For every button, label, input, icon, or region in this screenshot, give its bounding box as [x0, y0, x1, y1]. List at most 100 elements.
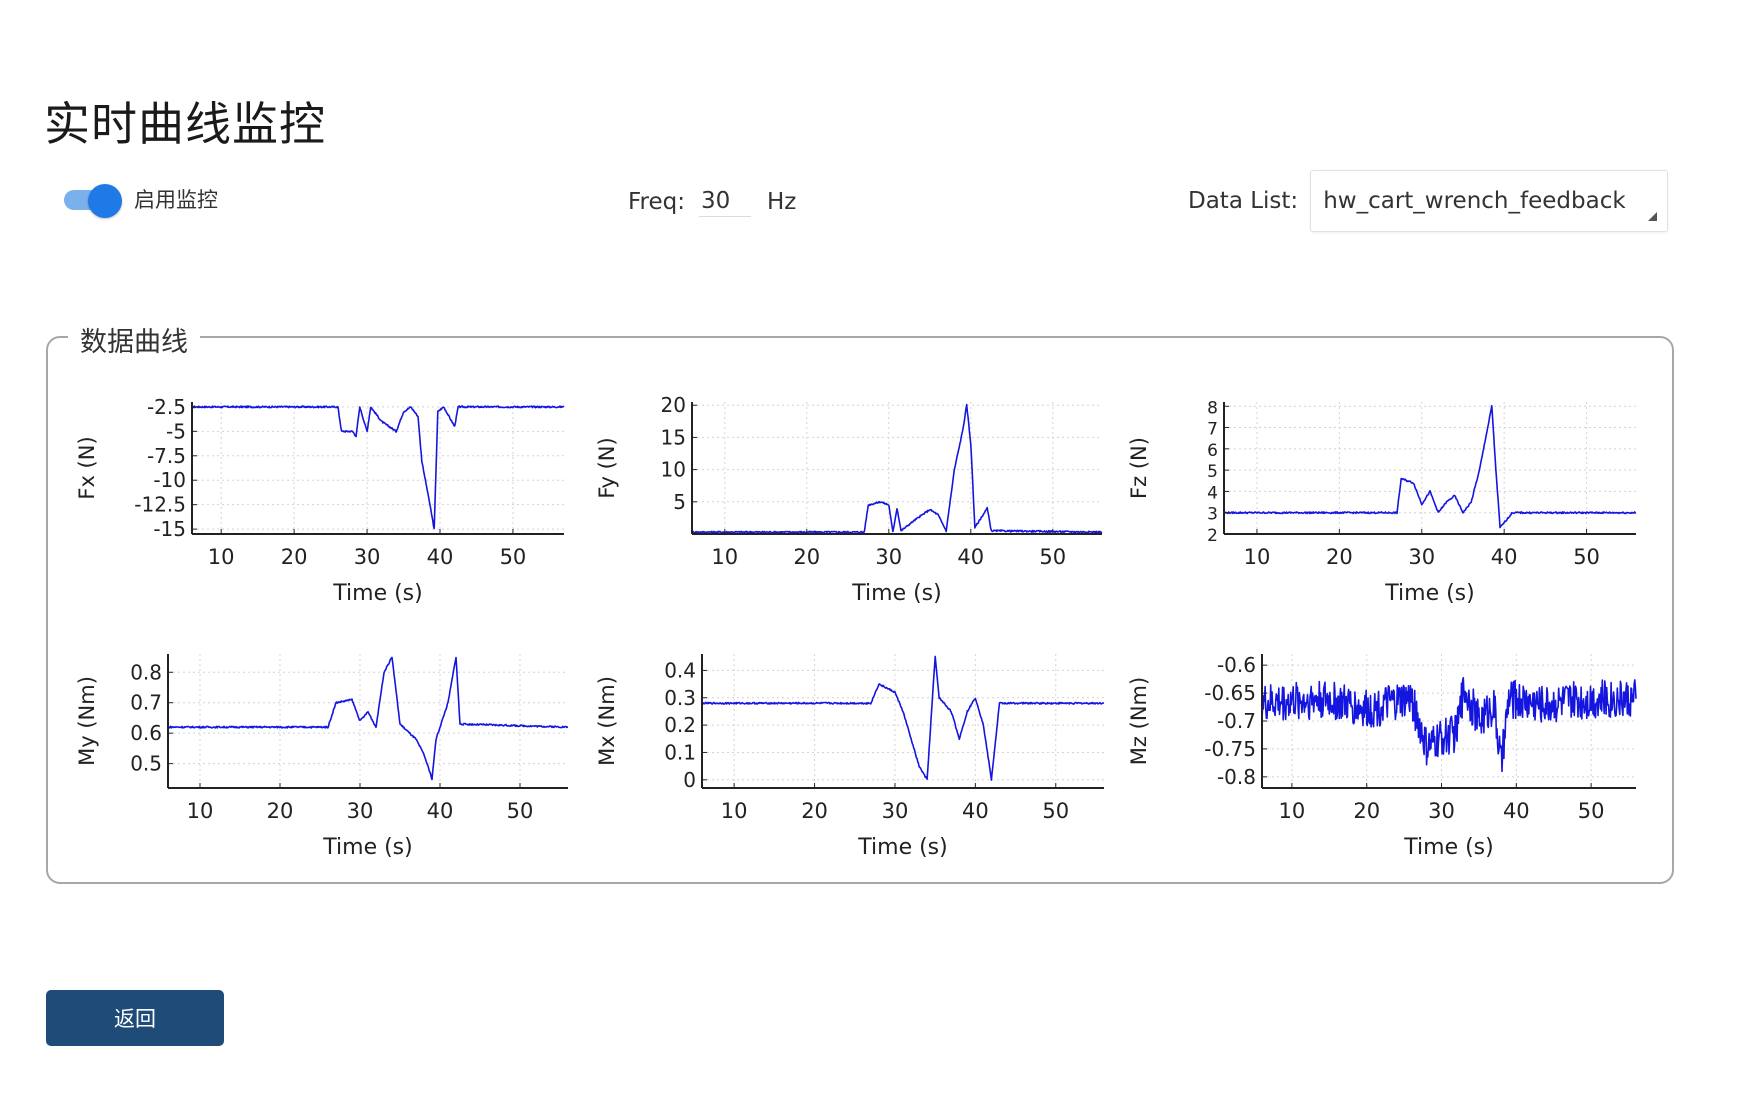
- x-tick-label: 10: [721, 799, 748, 823]
- x-tick-label: 30: [1428, 799, 1455, 823]
- y-tick-label: 6: [1207, 441, 1218, 461]
- y-tick-label: -15: [153, 517, 186, 541]
- x-tick-label: 50: [1039, 545, 1066, 569]
- series-line: [701, 655, 1105, 781]
- x-tick-label: 10: [711, 545, 738, 569]
- chart-mz: 10 20 30 40 50 -0.6 -0.65 -0.7 -0.75 -0.8 Time (s)…: [1127, 648, 1646, 882]
- monitor-toggle-group: 启用监控: [64, 184, 218, 218]
- x-tick-label: 20: [793, 545, 820, 569]
- y-axis-label: Fz (N): [1127, 437, 1151, 499]
- y-tick-label: 0.1: [664, 740, 696, 764]
- y-tick-label: -2.5: [147, 395, 186, 419]
- series-line: [691, 403, 1103, 534]
- x-tick-label: 50: [1573, 545, 1600, 569]
- x-tick-label: 20: [267, 799, 294, 823]
- y-axis-label: My (Nm): [75, 676, 99, 766]
- x-tick-label: 50: [500, 545, 527, 569]
- x-tick-label: 10: [1279, 799, 1306, 823]
- series-line: [191, 405, 565, 530]
- data-curves-group-title: 数据曲线: [68, 320, 200, 359]
- x-tick-label: 30: [882, 799, 909, 823]
- chart-fx: 10 20 30 40 50 -2.5 -5 -7.5 -10 -12.5 -15 Time (s) F…: [75, 395, 574, 628]
- data-curves-group: [46, 336, 1674, 884]
- freq-group: Freq: Hz: [628, 186, 796, 217]
- y-tick-label: 20: [661, 393, 686, 417]
- data-list-value: hw_cart_wrench_feedback: [1323, 188, 1626, 214]
- monitor-toggle-label: 启用监控: [134, 188, 218, 212]
- x-axis-label: Time (s): [332, 581, 422, 606]
- y-tick-label: -12.5: [134, 493, 186, 517]
- toggle-knob: [88, 184, 122, 218]
- y-tick-label: -0.7: [1217, 709, 1256, 733]
- series-line: [1223, 405, 1637, 529]
- x-tick-label: 30: [347, 799, 374, 823]
- y-tick-label: -0.8: [1217, 765, 1256, 789]
- y-tick-label: 0.7: [130, 691, 162, 715]
- x-tick-label: 30: [1408, 545, 1435, 569]
- y-tick-label: 8: [1207, 398, 1218, 418]
- dropdown-arrow-icon: [1648, 212, 1658, 221]
- chart-my: 10 20 30 40 50 0.5 0.6 0.7 0.8 Time (s) My (Nm): [75, 648, 578, 882]
- x-axis-label: Time (s): [1384, 581, 1474, 606]
- freq-unit: Hz: [767, 188, 797, 215]
- y-axis-label: Mz (Nm): [1127, 677, 1151, 765]
- y-tick-label: 15: [661, 425, 686, 449]
- x-tick-label: 30: [354, 545, 381, 569]
- back-button[interactable]: 返回: [46, 990, 224, 1046]
- x-tick-label: 10: [1244, 545, 1271, 569]
- x-tick-label: 20: [281, 545, 308, 569]
- y-tick-label: 5: [1207, 462, 1218, 482]
- y-tick-label: 0.8: [130, 660, 162, 684]
- chart-svg: 10 20 30 40 50 0 0.1 0.2 0.3 0.4 Time (s) Mx (Nm): [595, 654, 1105, 860]
- x-tick-label: 40: [427, 545, 454, 569]
- y-tick-label: 5: [673, 490, 686, 514]
- chart-mx: 10 20 30 40 50 0 0.1 0.2 0.3 0.4 Time (s) Mx (Nm): [595, 648, 1114, 882]
- y-tick-label: -7.5: [147, 444, 186, 468]
- monitor-toggle[interactable]: [64, 184, 124, 218]
- y-axis-label: Fx (N): [75, 436, 99, 499]
- y-tick-label: -5: [166, 419, 186, 443]
- x-tick-label: 20: [801, 799, 828, 823]
- y-axis-label: Fy (N): [595, 437, 619, 498]
- x-tick-label: 20: [1326, 545, 1353, 569]
- x-tick-label: 40: [1491, 545, 1518, 569]
- freq-label: Freq:: [628, 188, 686, 215]
- x-tick-label: 10: [208, 545, 235, 569]
- y-tick-label: 7: [1207, 420, 1218, 440]
- y-tick-label: -0.6: [1217, 653, 1256, 677]
- page-title: 实时曲线监控: [44, 97, 326, 151]
- y-tick-label: -0.65: [1204, 681, 1256, 705]
- y-tick-label: 10: [661, 458, 686, 482]
- y-axis-label: Mx (Nm): [595, 676, 619, 766]
- x-tick-label: 40: [427, 799, 454, 823]
- data-list-select[interactable]: hw_cart_wrench_feedback: [1310, 170, 1669, 232]
- x-axis-label: Time (s): [1403, 835, 1493, 860]
- y-tick-label: -0.75: [1204, 737, 1256, 761]
- chart-svg: 10 20 30 40 50 -0.6 -0.65 -0.7 -0.75 -0.8 Time (s)…: [1127, 653, 1637, 860]
- x-tick-label: 40: [1503, 799, 1530, 823]
- series-line: [167, 656, 569, 781]
- chart-svg: 10 20 30 40 50 0.5 0.6 0.7 0.8 Time (s) My (Nm): [75, 654, 569, 860]
- chart-svg: 10 20 30 40 50 5 10 15 20 Time (s) Fy (N): [595, 393, 1103, 606]
- x-tick-label: 10: [187, 799, 214, 823]
- x-axis-label: Time (s): [322, 835, 412, 860]
- series-line: [1261, 676, 1637, 773]
- x-axis-label: Time (s): [857, 835, 947, 860]
- freq-input[interactable]: [699, 186, 752, 217]
- data-list-group: Data List: hw_cart_wrench_feedback: [1188, 170, 1669, 232]
- y-tick-label: 2: [1207, 526, 1218, 546]
- x-tick-label: 20: [1353, 799, 1380, 823]
- y-tick-label: 4: [1207, 483, 1218, 503]
- x-axis-label: Time (s): [851, 581, 941, 606]
- y-tick-label: 0.3: [664, 686, 696, 710]
- y-tick-label: 0.4: [664, 658, 696, 682]
- y-tick-label: 3: [1207, 505, 1218, 525]
- x-tick-label: 30: [875, 545, 902, 569]
- y-tick-label: 0.2: [664, 713, 696, 737]
- data-list-label: Data List:: [1188, 188, 1299, 214]
- x-tick-label: 50: [507, 799, 534, 823]
- chart-fz: 10 20 30 40 50 2 3 4 5 6 7 8 Time (s) Fz (N): [1127, 396, 1646, 628]
- x-tick-label: 50: [1578, 799, 1605, 823]
- x-tick-label: 40: [957, 545, 984, 569]
